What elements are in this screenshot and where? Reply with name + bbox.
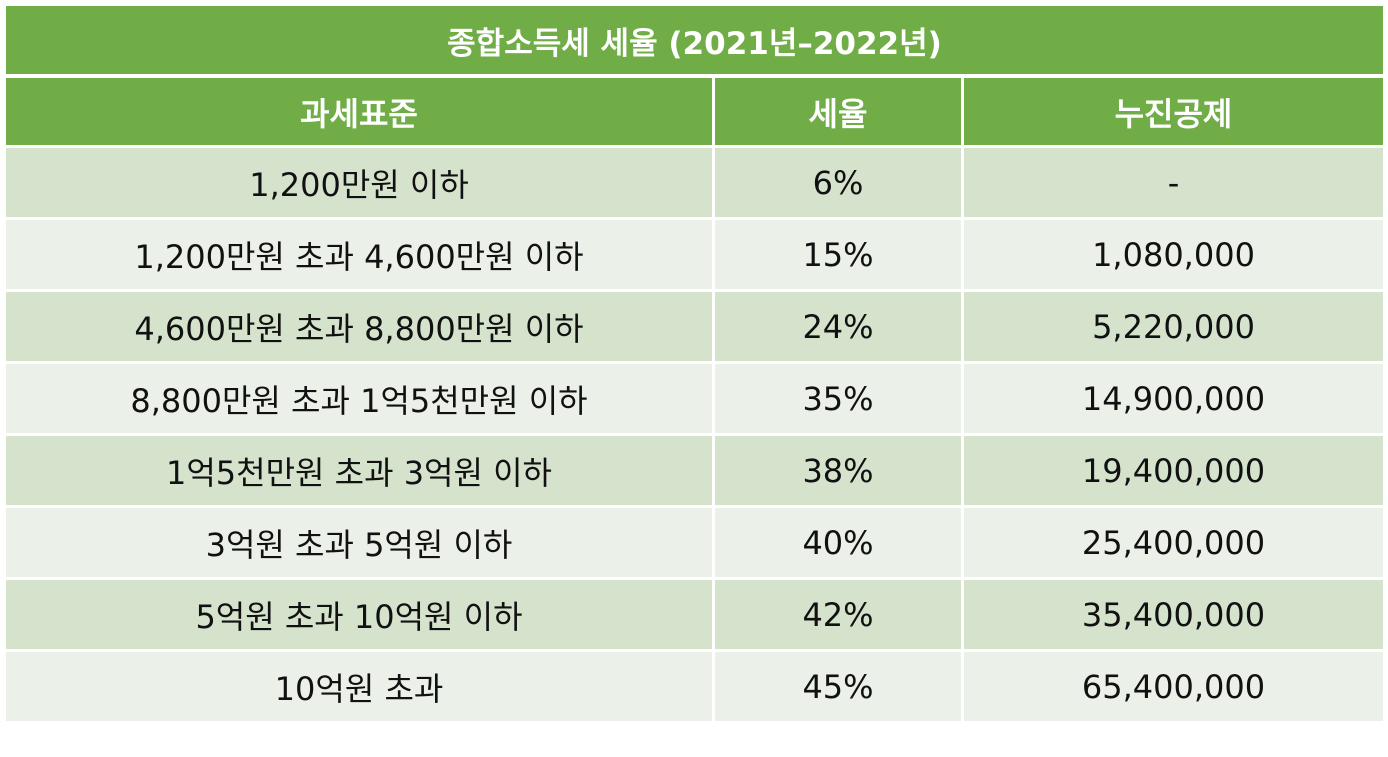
deduction-cell: 65,400,000 [961, 649, 1386, 724]
tax-base-cell: 10억원 초과 [3, 649, 715, 724]
table-title: 종합소득세 세율 (2021년–2022년) [3, 3, 1386, 78]
tax-rate-cell: 15% [712, 217, 964, 292]
column-header-tax-rate: 세율 [712, 74, 964, 148]
table-row: 1억5천만원 초과 3억원 이하 38% 19,400,000 [3, 433, 1386, 508]
deduction-cell: 1,080,000 [961, 217, 1386, 292]
table-header-row: 과세표준 세율 누진공제 [3, 74, 1386, 148]
table-row: 8,800만원 초과 1억5천만원 이하 35% 14,900,000 [3, 361, 1386, 436]
deduction-cell: 14,900,000 [961, 361, 1386, 436]
tax-rate-cell: 42% [712, 577, 964, 652]
deduction-cell: 5,220,000 [961, 289, 1386, 364]
tax-base-cell: 3억원 초과 5억원 이하 [3, 505, 715, 580]
deduction-cell: 35,400,000 [961, 577, 1386, 652]
tax-base-cell: 8,800만원 초과 1억5천만원 이하 [3, 361, 715, 436]
deduction-cell: 19,400,000 [961, 433, 1386, 508]
tax-base-cell: 5억원 초과 10억원 이하 [3, 577, 715, 652]
deduction-cell: 25,400,000 [961, 505, 1386, 580]
tax-rate-table-container: 종합소득세 세율 (2021년–2022년) 과세표준 세율 누진공제 1,20… [3, 3, 1386, 724]
tax-rate-cell: 35% [712, 361, 964, 436]
tax-base-cell: 1,200만원 초과 4,600만원 이하 [3, 217, 715, 292]
tax-rate-cell: 6% [712, 145, 964, 220]
table-row: 3억원 초과 5억원 이하 40% 25,400,000 [3, 505, 1386, 580]
table-row: 1,200만원 초과 4,600만원 이하 15% 1,080,000 [3, 217, 1386, 292]
tax-base-cell: 1억5천만원 초과 3억원 이하 [3, 433, 715, 508]
tax-rate-cell: 24% [712, 289, 964, 364]
tax-base-cell: 4,600만원 초과 8,800만원 이하 [3, 289, 715, 364]
table-row: 10억원 초과 45% 65,400,000 [3, 649, 1386, 724]
deduction-cell: - [961, 145, 1386, 220]
tax-rate-cell: 38% [712, 433, 964, 508]
table-row: 1,200만원 이하 6% - [3, 145, 1386, 220]
table-row: 4,600만원 초과 8,800만원 이하 24% 5,220,000 [3, 289, 1386, 364]
table-row: 5억원 초과 10억원 이하 42% 35,400,000 [3, 577, 1386, 652]
tax-rate-table: 종합소득세 세율 (2021년–2022년) 과세표준 세율 누진공제 1,20… [3, 3, 1386, 724]
tax-rate-cell: 45% [712, 649, 964, 724]
table-title-row: 종합소득세 세율 (2021년–2022년) [3, 3, 1386, 78]
column-header-tax-base: 과세표준 [3, 74, 715, 148]
column-header-progressive-deduction: 누진공제 [961, 74, 1386, 148]
tax-base-cell: 1,200만원 이하 [3, 145, 715, 220]
tax-rate-cell: 40% [712, 505, 964, 580]
